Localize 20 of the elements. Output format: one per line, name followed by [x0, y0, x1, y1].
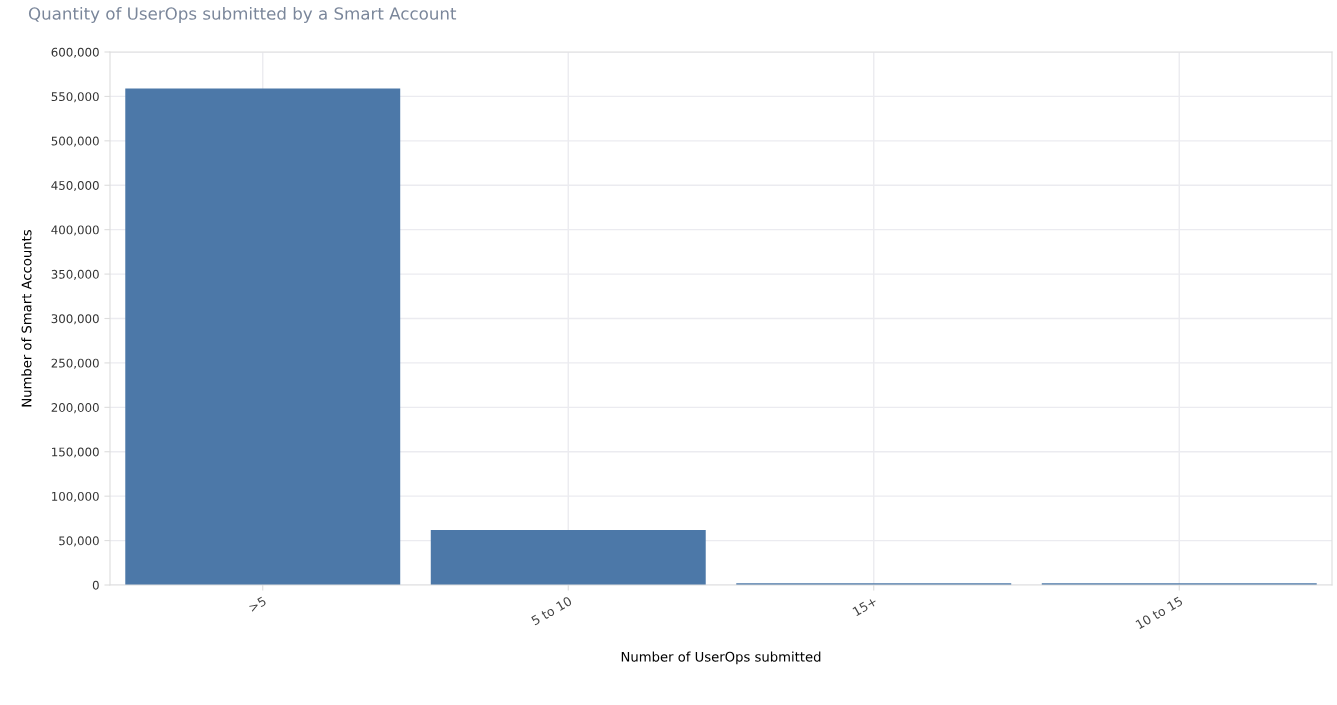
y-tick-label: 100,000 [52, 491, 99, 503]
y-tick-label: 450,000 [51, 180, 99, 192]
y-axis-title: Number of Smart Accounts [21, 229, 32, 407]
y-tick-label: 0 [92, 580, 99, 590]
y-tick-label: 550,000 [51, 92, 99, 103]
y-tick-label: 50,000 [59, 536, 99, 547]
x-tick-label: 10 to 15 [1135, 596, 1184, 630]
x-tick-label: 15+ [852, 596, 878, 617]
y-tick-label: 250,000 [51, 358, 99, 369]
y-tick-label: 600,000 [51, 47, 99, 58]
y-tick-label: 400,000 [51, 225, 99, 236]
x-axis-title: Number of UserOps submitted [621, 651, 821, 665]
x-tick-label: 5 to 10 [530, 596, 573, 626]
y-tick-label: 300,000 [51, 314, 99, 325]
y-tick-label: 500,000 [51, 136, 99, 147]
y-tick-label: 150,000 [52, 447, 99, 458]
x-tick-label: >5 [248, 596, 267, 613]
y-tick-label: 200,000 [51, 403, 99, 414]
chart-title: Quantity of UserOps submitted by a Smart Account [28, 6, 457, 24]
y-tick-label: 350,000 [51, 269, 99, 280]
